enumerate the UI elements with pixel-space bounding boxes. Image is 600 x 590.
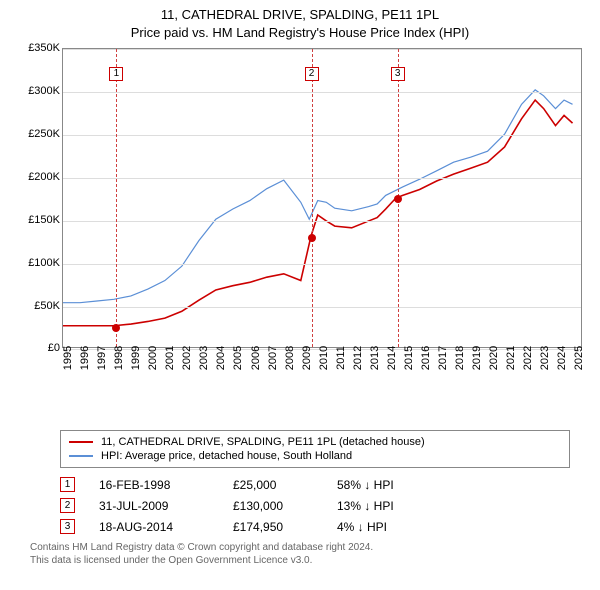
sale-dot <box>394 195 402 203</box>
legend-item: 11, CATHEDRAL DRIVE, SPALDING, PE11 1PL … <box>69 435 561 449</box>
event-marker: 1 <box>109 67 123 81</box>
x-tick-label: 2022 <box>522 346 534 370</box>
legend-item: HPI: Average price, detached house, Sout… <box>69 449 561 463</box>
attribution: Contains HM Land Registry data © Crown c… <box>30 541 570 567</box>
x-tick-label: 2008 <box>284 346 296 370</box>
legend-label: HPI: Average price, detached house, Sout… <box>101 450 352 462</box>
x-tick-label: 2001 <box>164 346 176 370</box>
x-tick-label: 2016 <box>420 346 432 370</box>
x-tick-label: 2021 <box>505 346 517 370</box>
event-marker: 3 <box>391 67 405 81</box>
x-tick-label: 2014 <box>386 346 398 370</box>
x-tick-label: 2015 <box>403 346 415 370</box>
gridline <box>63 92 581 93</box>
chart-area: £0£50K£100K£150K£200K£250K£300K£350K 123… <box>22 48 582 388</box>
gridline <box>63 49 581 50</box>
title-subtitle: Price paid vs. HM Land Registry's House … <box>0 24 600 42</box>
x-tick-label: 2007 <box>267 346 279 370</box>
sale-price: £174,950 <box>233 520 313 534</box>
gridline <box>63 264 581 265</box>
x-tick-label: 2013 <box>369 346 381 370</box>
x-tick-label: 2004 <box>215 346 227 370</box>
gridline <box>63 307 581 308</box>
legend-swatch <box>69 441 93 443</box>
x-tick-label: 2000 <box>147 346 159 370</box>
sale-number: 1 <box>60 477 75 492</box>
x-tick-label: 1996 <box>79 346 91 370</box>
sale-row: 2 31-JUL-2009 £130,000 13% ↓ HPI <box>60 495 570 516</box>
sale-dot <box>112 324 120 332</box>
gridline <box>63 221 581 222</box>
sale-price: £25,000 <box>233 478 313 492</box>
sale-row: 3 18-AUG-2014 £174,950 4% ↓ HPI <box>60 516 570 537</box>
x-tick-label: 2011 <box>335 347 347 371</box>
x-tick-label: 2017 <box>437 346 449 370</box>
plot-area: 1 2 3 <box>62 48 582 348</box>
x-tick-label: 1999 <box>130 346 142 370</box>
y-tick-label: £300K <box>22 85 60 97</box>
x-tick-label: 2006 <box>250 346 262 370</box>
gridline <box>63 178 581 179</box>
y-tick-label: £150K <box>22 214 60 226</box>
sale-hpi: 13% ↓ HPI <box>337 499 437 513</box>
x-tick-label: 2012 <box>352 346 364 370</box>
x-tick-label: 2009 <box>301 346 313 370</box>
sale-number: 3 <box>60 519 75 534</box>
x-tick-label: 1998 <box>113 346 125 370</box>
sale-date: 16-FEB-1998 <box>99 478 209 492</box>
sale-hpi: 58% ↓ HPI <box>337 478 437 492</box>
sale-dot <box>308 234 316 242</box>
chart-svg <box>63 49 581 347</box>
x-tick-label: 2003 <box>198 346 210 370</box>
legend-label: 11, CATHEDRAL DRIVE, SPALDING, PE11 1PL … <box>101 436 425 448</box>
sale-number: 2 <box>60 498 75 513</box>
title-block: 11, CATHEDRAL DRIVE, SPALDING, PE11 1PL … <box>0 0 600 42</box>
x-tick-label: 2018 <box>454 346 466 370</box>
y-tick-label: £200K <box>22 171 60 183</box>
attribution-line-2: This data is licensed under the Open Gov… <box>30 554 570 567</box>
y-tick-label: £350K <box>22 42 60 54</box>
y-tick-label: £250K <box>22 128 60 140</box>
legend: 11, CATHEDRAL DRIVE, SPALDING, PE11 1PL … <box>60 430 570 468</box>
x-tick-label: 2002 <box>181 346 193 370</box>
x-tick-label: 1997 <box>96 346 108 370</box>
x-tick-label: 2023 <box>539 346 551 370</box>
x-tick-label: 2020 <box>488 346 500 370</box>
sale-date: 31-JUL-2009 <box>99 499 209 513</box>
event-marker: 2 <box>305 67 319 81</box>
sale-row: 1 16-FEB-1998 £25,000 58% ↓ HPI <box>60 474 570 495</box>
sales-table: 1 16-FEB-1998 £25,000 58% ↓ HPI 2 31-JUL-2009… <box>60 474 570 537</box>
y-tick-label: £0 <box>22 342 60 354</box>
series-hpi <box>63 90 573 303</box>
gridline <box>63 135 581 136</box>
sale-date: 18-AUG-2014 <box>99 520 209 534</box>
x-tick-label: 2024 <box>556 346 568 370</box>
sale-price: £130,000 <box>233 499 313 513</box>
chart-container: 11, CATHEDRAL DRIVE, SPALDING, PE11 1PL … <box>0 0 600 567</box>
y-tick-label: £100K <box>22 257 60 269</box>
attribution-line-1: Contains HM Land Registry data © Crown c… <box>30 541 570 554</box>
y-tick-label: £50K <box>22 300 60 312</box>
x-tick-label: 2025 <box>573 346 585 370</box>
title-address: 11, CATHEDRAL DRIVE, SPALDING, PE11 1PL <box>0 6 600 24</box>
x-tick-label: 2005 <box>232 346 244 370</box>
x-tick-label: 2010 <box>318 346 330 370</box>
x-tick-label: 2019 <box>471 346 483 370</box>
sale-hpi: 4% ↓ HPI <box>337 520 437 534</box>
event-vline <box>312 49 313 347</box>
event-vline <box>116 49 117 347</box>
legend-swatch <box>69 455 93 457</box>
x-tick-label: 1995 <box>62 346 74 370</box>
